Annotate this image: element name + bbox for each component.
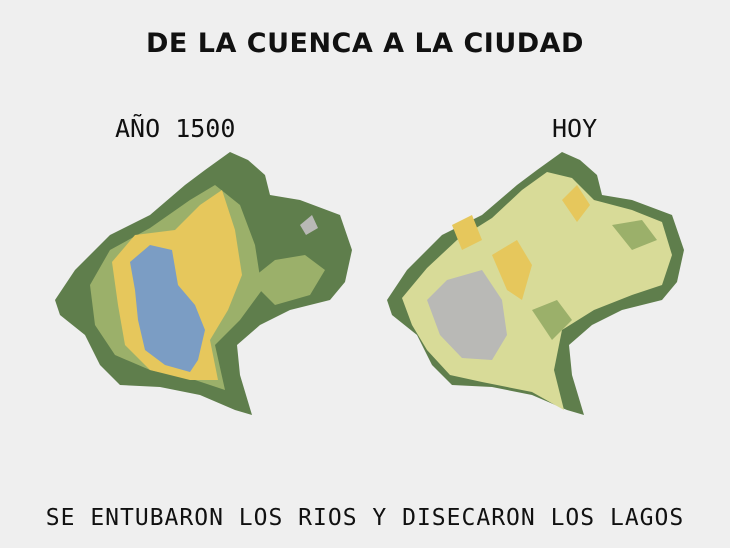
map-label: AÑO 1500	[115, 114, 236, 143]
mid-vegetation	[250, 255, 325, 305]
forest-patch	[532, 300, 572, 340]
cropland	[492, 240, 532, 300]
map-today	[387, 152, 684, 415]
map-label: HOY	[552, 114, 598, 143]
map-1500	[55, 152, 352, 415]
cropland	[452, 215, 482, 250]
title: DE LA CUENCA A LA CIUDAD	[146, 28, 584, 59]
caption: SE ENTUBARON LOS RIOS Y DISECARON LOS LA…	[45, 505, 685, 531]
urban-area	[427, 270, 507, 360]
cropland	[562, 185, 590, 222]
lake	[130, 245, 205, 372]
forest-patch	[612, 220, 657, 250]
rock	[300, 215, 318, 235]
